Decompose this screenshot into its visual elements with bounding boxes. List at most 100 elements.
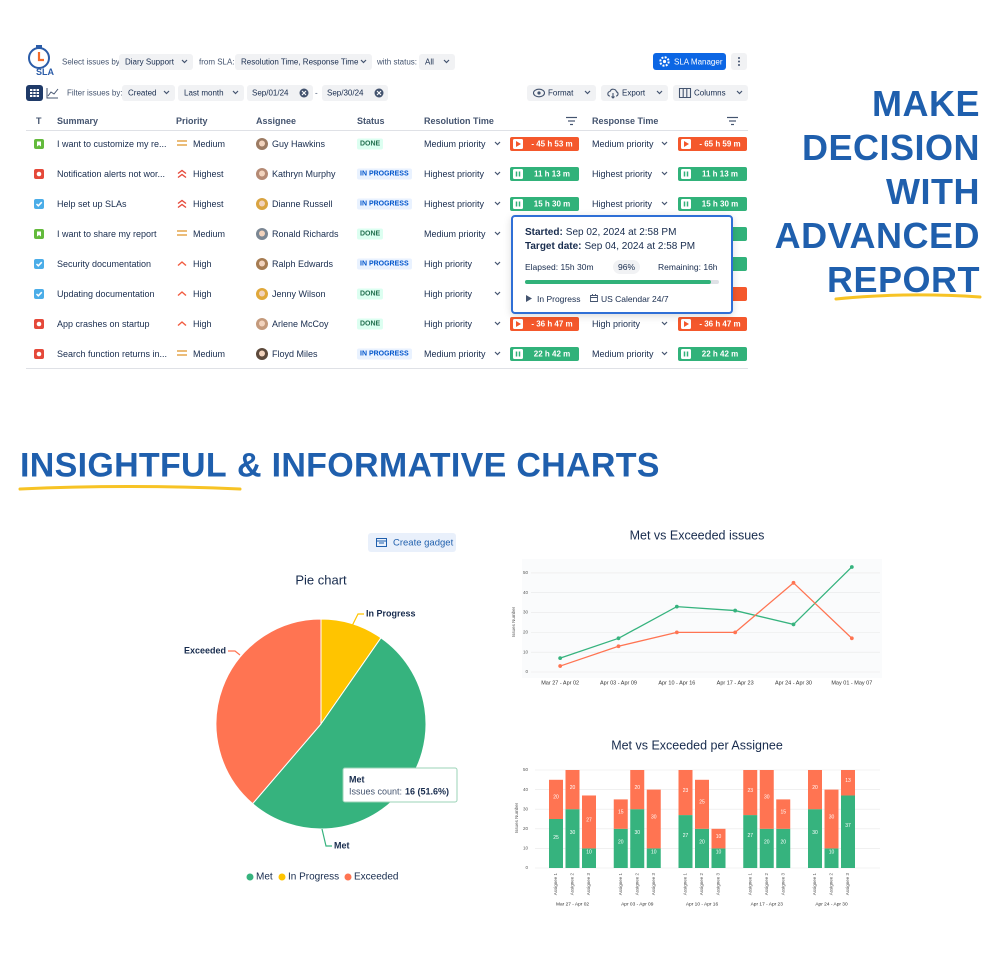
more-button[interactable] <box>731 53 747 70</box>
filter-field-dropdown[interactable]: Created <box>122 85 175 101</box>
chevron <box>494 321 501 326</box>
bar-segment <box>613 828 628 868</box>
y-tick-label: 20 <box>523 826 529 831</box>
x-tick-label: Assignee 2 <box>570 873 575 896</box>
date-to[interactable]: Sep/30/24 <box>322 85 388 101</box>
bar-segment <box>678 770 693 816</box>
legend-swatch <box>278 873 286 881</box>
response-priority: Highest priority <box>592 199 653 209</box>
bar-segment <box>678 815 693 868</box>
priority: Medium <box>193 139 226 149</box>
headline-line: ADVANCED <box>774 215 980 256</box>
bar-value-label: 10 <box>716 834 722 840</box>
gadget-icon <box>376 538 387 547</box>
timer-icon-bg <box>513 199 523 209</box>
progress-fill <box>525 280 712 284</box>
chevron <box>494 171 501 176</box>
assignee: Kathryn Murphy <box>272 169 336 179</box>
chevron-shape <box>494 261 501 266</box>
x-tick-label: Assignee 1 <box>553 873 558 896</box>
date-from[interactable]: Sep/01/24 <box>247 85 313 101</box>
timer-icon-bg <box>681 169 691 179</box>
pie-tooltip-name: Met <box>349 774 365 784</box>
status-lozenge: IN PROGRESS <box>357 258 412 270</box>
legend-swatch <box>344 873 352 881</box>
create-gadget-button[interactable]: Create gadget <box>368 533 456 552</box>
x-tick-label: Assignee 2 <box>634 873 639 896</box>
bar-segment <box>743 815 758 868</box>
y-tick-label: 30 <box>523 806 529 811</box>
chevron-shape <box>584 90 591 95</box>
priority-shape <box>177 261 187 267</box>
chevron-shape <box>163 90 170 95</box>
timer-icon-bg <box>513 349 523 359</box>
column-filter-icon <box>566 116 577 126</box>
select-dropdown[interactable]: Diary Support <box>119 54 193 70</box>
point <box>558 664 563 668</box>
summary: Help set up SLAs <box>57 199 127 209</box>
dot <box>738 60 740 63</box>
chevron-shape <box>736 90 743 95</box>
play-shape <box>516 141 521 147</box>
avatar-face <box>259 320 265 327</box>
priority-icon <box>177 199 187 209</box>
issue-type-icon <box>34 289 44 299</box>
timer-icon-bg <box>681 349 691 359</box>
headline-line: WITH <box>886 171 980 212</box>
status-dropdown[interactable]: All <box>419 54 455 70</box>
priority: High <box>193 289 212 299</box>
chevron <box>494 141 501 146</box>
priority-shape <box>177 321 187 327</box>
priority-shape <box>177 199 187 205</box>
bar-value-label: 30 <box>570 830 576 836</box>
bar-value-label: 30 <box>829 814 835 820</box>
export-button[interactable]: Export <box>601 85 668 101</box>
type-mark <box>36 351 42 357</box>
date-separator: - <box>315 88 318 98</box>
bar-segment <box>776 828 791 868</box>
issue-type-icon <box>34 199 44 209</box>
resolution-timer: 11 h 13 m <box>510 167 579 181</box>
chevron-shape <box>232 90 239 95</box>
assignee: Floyd Miles <box>272 349 318 359</box>
table-view-toggle[interactable] <box>26 85 43 101</box>
chevron <box>661 321 668 326</box>
format-button[interactable]: Format <box>527 85 596 101</box>
gear-outer <box>659 56 670 67</box>
slice-label: Met <box>334 840 350 850</box>
bar-segment <box>824 789 839 849</box>
section-title-highlight: INSIGHTFUL <box>20 446 227 485</box>
play-shape <box>684 141 689 147</box>
bar-value-label: 27 <box>683 833 689 839</box>
section-title-rest: & INFORMATIVE CHARTS <box>236 446 660 485</box>
y-axis-label: Issues Number <box>511 606 516 637</box>
response-timer: 22 h 42 m <box>678 347 747 361</box>
chevron <box>661 201 668 206</box>
y-tick-label: 20 <box>523 630 529 635</box>
chart-icon-line <box>46 88 59 99</box>
pupil <box>537 91 541 95</box>
filter-period-dropdown[interactable]: Last month <box>178 85 244 101</box>
grid-cell <box>36 95 39 97</box>
filter-label: Filter issues by: <box>67 88 123 98</box>
chart-view-toggle[interactable] <box>44 85 61 101</box>
chevron <box>661 171 668 176</box>
sla-dropdown[interactable]: Resolution Time, Response Time <box>235 54 372 70</box>
columns-button[interactable]: Columns <box>673 85 748 101</box>
priority-icon <box>177 230 187 236</box>
resolution-timer: - 36 h 47 m <box>510 317 579 331</box>
status-lozenge: DONE <box>357 288 384 300</box>
resolution-timer-text: - 36 h 47 m <box>531 319 573 329</box>
x-tick-label: Assignee 3 <box>845 873 850 896</box>
grid-cell <box>36 89 39 91</box>
point <box>674 630 679 635</box>
issue-type-icon <box>34 139 44 149</box>
sla-manager-button[interactable]: SLA Manager <box>653 53 726 70</box>
type-bg <box>34 289 44 299</box>
bar-value-label: 20 <box>780 840 786 846</box>
issue-type-icon <box>34 259 44 269</box>
response-timer: 11 h 13 m <box>678 167 747 181</box>
response-timer: - 65 h 59 m <box>678 137 747 151</box>
bar-segment <box>776 799 791 829</box>
resolution-priority: Medium priority <box>424 349 486 359</box>
